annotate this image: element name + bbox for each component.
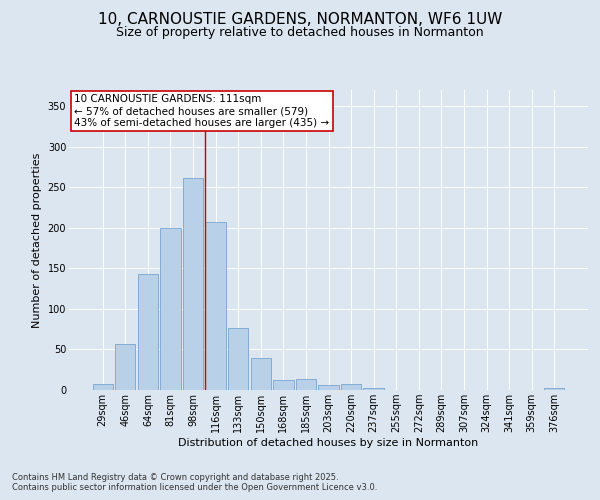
Bar [115, 344, 136, 390]
Bar [228, 328, 248, 390]
Bar [205, 222, 226, 390]
Text: 10, CARNOUSTIE GARDENS, NORMANTON, WF6 1UW: 10, CARNOUSTIE GARDENS, NORMANTON, WF6 1… [98, 12, 502, 28]
Text: Contains HM Land Registry data © Crown copyright and database right 2025.
Contai: Contains HM Land Registry data © Crown c… [12, 472, 377, 492]
Bar [319, 385, 338, 390]
Bar [544, 388, 565, 390]
Text: 10 CARNOUSTIE GARDENS: 111sqm
← 57% of detached houses are smaller (579)
43% of : 10 CARNOUSTIE GARDENS: 111sqm ← 57% of d… [74, 94, 329, 128]
Y-axis label: Number of detached properties: Number of detached properties [32, 152, 42, 328]
Bar [92, 384, 113, 390]
X-axis label: Distribution of detached houses by size in Normanton: Distribution of detached houses by size … [178, 438, 479, 448]
Text: Size of property relative to detached houses in Normanton: Size of property relative to detached ho… [116, 26, 484, 39]
Bar [183, 178, 203, 390]
Bar [160, 228, 181, 390]
Bar [341, 384, 361, 390]
Bar [251, 358, 271, 390]
Bar [138, 274, 158, 390]
Bar [273, 380, 293, 390]
Bar [364, 388, 384, 390]
Bar [296, 380, 316, 390]
